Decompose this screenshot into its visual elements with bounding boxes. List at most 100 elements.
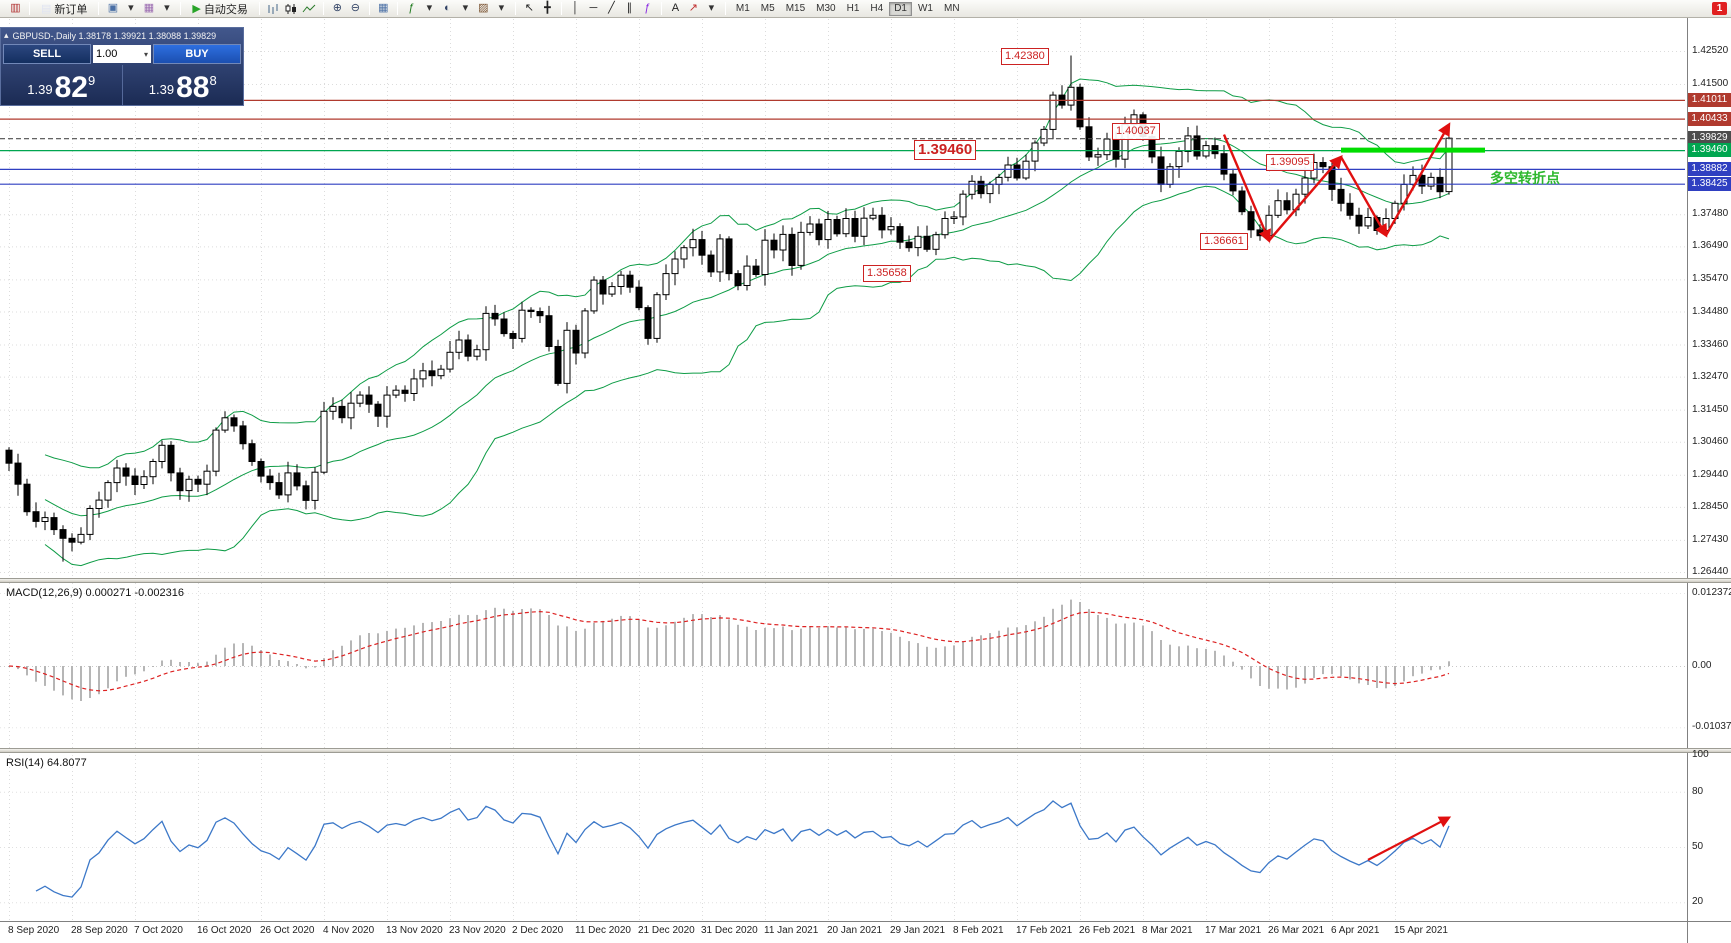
text-tool-button[interactable]: A (671, 2, 680, 14)
zoom-out-button[interactable]: ⊖ (350, 2, 360, 14)
fibonacci-tool-button[interactable]: ƒ (644, 2, 651, 14)
timeframe-button-m5[interactable]: M5 (756, 2, 780, 16)
bar-chart-type-button[interactable] (265, 1, 282, 16)
price-scale-tick: 1.34480 (1692, 305, 1729, 317)
one-click-trading-panel: ▴ GBPUSD-,Daily 1.38178 1.39921 1.38088 … (0, 27, 244, 106)
periods-caret-icon[interactable]: ▾ (462, 2, 469, 14)
profiles-button[interactable]: ▦ (143, 2, 155, 14)
date-axis-label: 6 Apr 2021 (1331, 925, 1380, 936)
price-badge-1.39460: 1.39460 (1688, 143, 1731, 158)
new-chart-caret-icon[interactable]: ▾ (128, 2, 134, 14)
sell-price-base: 1.39 (27, 82, 53, 97)
candle-chart-type-button[interactable] (283, 1, 300, 16)
price-scale-tick: 1.37480 (1692, 208, 1729, 220)
price-annotation-1.39460: 1.39460 (914, 140, 977, 161)
timeframe-button-w1[interactable]: W1 (913, 2, 938, 16)
price-badge-1.41011: 1.41011 (1688, 92, 1731, 107)
volume-caret-icon[interactable]: ▾ (143, 49, 148, 59)
trendline-tool-button[interactable]: ╱ (608, 2, 615, 14)
charts-toggle-icon[interactable]: ▥ (10, 2, 21, 14)
date-axis-label: 7 Oct 2020 (134, 925, 183, 936)
cursor-tool-button[interactable]: ↖ (524, 2, 534, 14)
timeframe-button-m1[interactable]: M1 (731, 2, 755, 16)
timeframe-button-d1[interactable]: D1 (889, 1, 912, 16)
date-axis-label: 4 Nov 2020 (323, 925, 375, 936)
date-axis-label: 23 Nov 2020 (449, 925, 506, 936)
sell-price[interactable]: 1.39 82 9 (1, 65, 123, 105)
toolbar-separator (560, 2, 562, 15)
line-chart-type-button[interactable] (301, 1, 318, 16)
date-axis-label: 21 Dec 2020 (638, 925, 695, 936)
sell-button[interactable]: SELL (3, 44, 91, 64)
date-axis-label: 8 Sep 2020 (8, 925, 60, 936)
auto-trading-button-icon: ▶ (192, 3, 201, 15)
templates-button[interactable]: ▨ (478, 2, 489, 14)
notification-badge[interactable]: 1 (1712, 2, 1727, 15)
periods-button[interactable]: ◐ (444, 2, 451, 14)
panel-collapse-icon[interactable]: ▴ (4, 30, 9, 40)
macd-indicator-label: MACD(12,26,9) 0.000271 -0.002316 (6, 587, 184, 599)
new-order-button[interactable]: ▤ 新订单 (35, 1, 93, 16)
volume-input[interactable]: 1.00 ▾ (93, 45, 151, 63)
date-axis-label: 11 Dec 2020 (575, 925, 631, 936)
new-order-button-label: 新订单 (54, 3, 88, 16)
rsi-scale-tick: 100 (1692, 749, 1709, 760)
date-axis-label: 20 Jan 2021 (827, 925, 883, 936)
buy-button[interactable]: BUY (153, 44, 241, 64)
date-axis-label: 31 Dec 2020 (701, 925, 758, 936)
toolbar-separator (514, 2, 516, 15)
rsi-scale-tick: 80 (1692, 785, 1704, 797)
channel-tool-button[interactable]: ∥ (626, 2, 633, 14)
timeframe-button-mn[interactable]: MN (939, 2, 965, 16)
pane-splitter-macd[interactable] (0, 578, 1731, 583)
price-annotation-1.40037: 1.40037 (1112, 123, 1160, 141)
buy-price-base: 1.39 (148, 82, 175, 97)
price-scale-tick: 1.41500 (1692, 78, 1729, 90)
sell-price-pip: 9 (87, 73, 96, 88)
profiles-caret-icon[interactable]: ▾ (164, 2, 170, 14)
price-scale-tick: 1.27430 (1692, 533, 1729, 545)
date-axis-label: 11 Jan 2021 (764, 925, 819, 936)
toolbar-separator (660, 2, 662, 15)
timeframe-button-h1[interactable]: H1 (842, 2, 865, 16)
arrows-tool-button[interactable]: ↗ (688, 2, 698, 14)
zoom-in-button[interactable]: ⊕ (332, 2, 342, 14)
arrows-caret-icon[interactable]: ▾ (708, 2, 715, 14)
date-axis-label: 15 Apr 2021 (1394, 925, 1448, 936)
price-scale-tick: 1.26440 (1692, 566, 1729, 577)
timeframe-button-m30[interactable]: M30 (811, 2, 840, 16)
toolbar-separator (180, 2, 182, 15)
toolbar-separator (322, 2, 324, 15)
price-scale-tick: 1.33460 (1692, 338, 1729, 350)
buy-price[interactable]: 1.39 88 8 (123, 65, 244, 105)
auto-trading-button-label: 自动交易 (203, 3, 248, 16)
date-axis-label: 28 Sep 2020 (71, 925, 128, 936)
date-axis-label: 17 Mar 2021 (1205, 925, 1262, 936)
macd-scale-tick: -0.010372 (1692, 721, 1731, 733)
pane-splitter-rsi[interactable] (0, 748, 1731, 753)
timeframe-button-m15[interactable]: M15 (781, 2, 810, 16)
crosshair-tool-button[interactable]: ╋ (544, 2, 551, 14)
rsi-scale-tick: 20 (1692, 896, 1704, 908)
date-axis-label: 16 Oct 2020 (197, 925, 252, 936)
rsi-indicator-label: RSI(14) 64.8077 (6, 757, 87, 769)
auto-trading-button[interactable]: ▶ 自动交易 (186, 1, 253, 16)
indicators-button[interactable]: ƒ (408, 2, 415, 14)
indicators-caret-icon[interactable]: ▾ (426, 2, 433, 14)
templates-caret-icon[interactable]: ▾ (498, 2, 505, 14)
timeframe-button-h4[interactable]: H4 (865, 2, 888, 16)
tile-windows-button[interactable]: ▦ (378, 2, 389, 14)
date-axis-label: 26 Feb 2021 (1079, 925, 1136, 936)
toolbar-separator (396, 2, 398, 15)
price-badge-1.40433: 1.40433 (1688, 111, 1731, 126)
price-badge-1.38425: 1.38425 (1688, 176, 1731, 191)
date-axis-label: 26 Mar 2021 (1268, 925, 1325, 936)
horizontal-line-tool-button[interactable]: ─ (589, 2, 598, 14)
vertical-line-tool-button[interactable]: │ (571, 2, 579, 14)
toolbar-separator (258, 2, 260, 15)
price-scale-tick: 1.31450 (1692, 403, 1729, 415)
date-axis-label: 29 Jan 2021 (890, 925, 946, 936)
new-chart-button[interactable]: ▣ (107, 2, 119, 14)
price-annotation-1.39095: 1.39095 (1266, 153, 1314, 171)
